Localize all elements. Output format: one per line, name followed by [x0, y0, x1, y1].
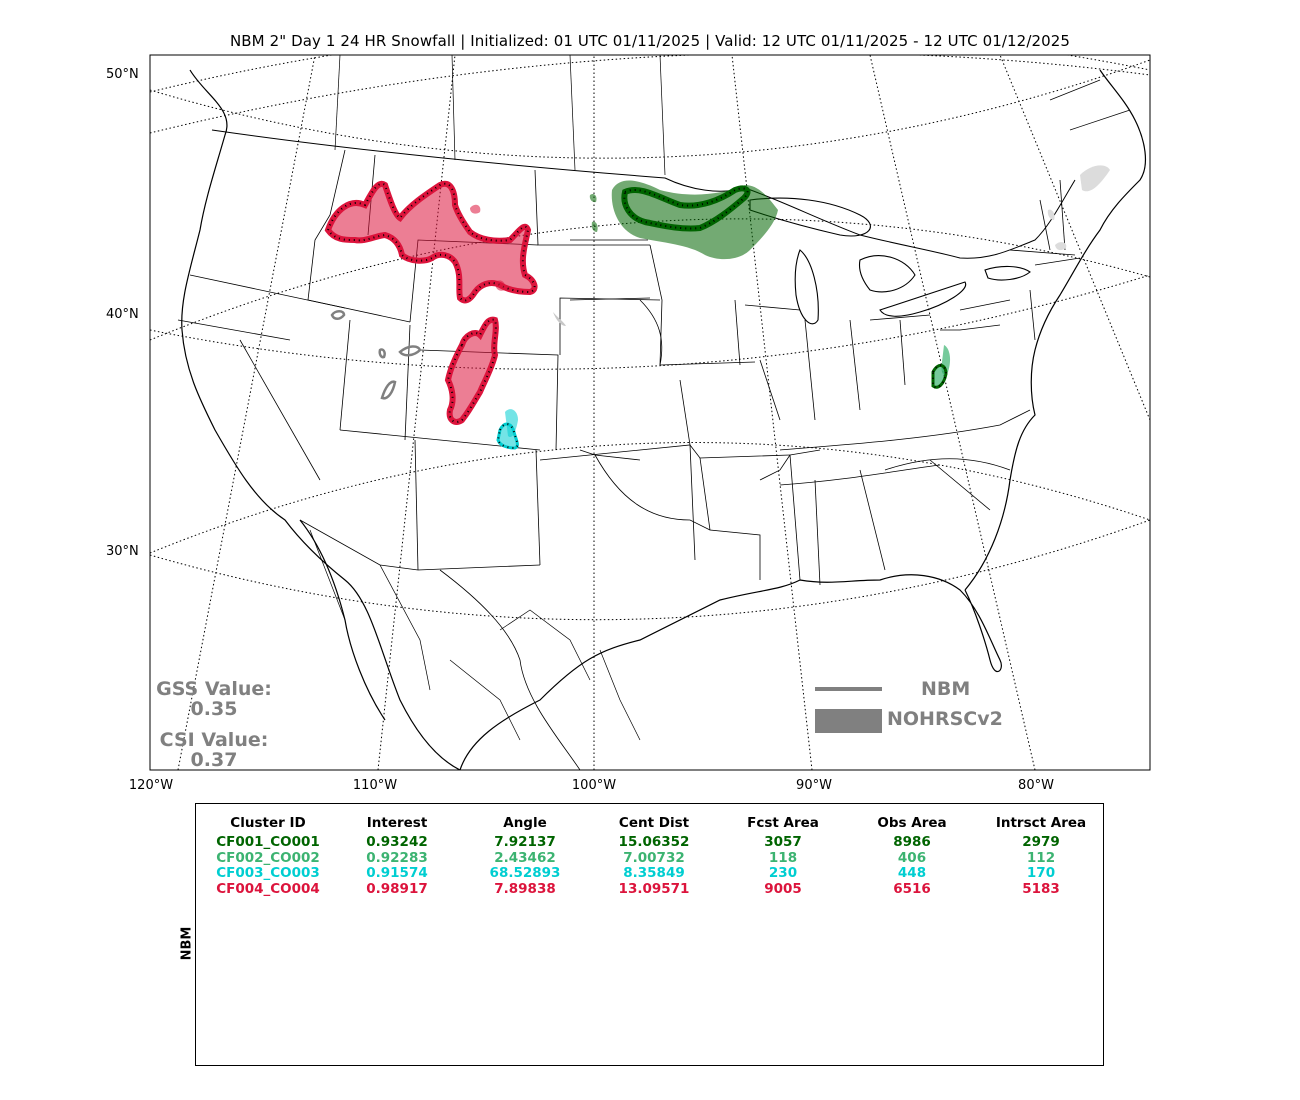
map-frame	[149, 54, 1151, 771]
cluster-table	[195, 803, 1104, 1066]
table-ylabel: NBM	[179, 926, 195, 961]
header-fcst-area: Fcst Area	[747, 815, 819, 831]
lon-label-120: 120°W	[128, 778, 174, 793]
row-4-interest: 0.98917	[366, 880, 428, 897]
row-1-intrsct-area: 2979	[1022, 834, 1060, 850]
lon-label-80: 80°W	[1018, 778, 1054, 793]
coastline	[181, 69, 1146, 770]
row-2-fcst-area: 118	[768, 849, 798, 866]
row-3-angle: 68.52893	[489, 865, 561, 881]
lon-label-100: 100°W	[571, 778, 617, 793]
header-angle: Angle	[503, 815, 547, 831]
row-3-cluster-id: CF003_CO003	[216, 865, 320, 881]
cluster-cf002	[931, 345, 951, 389]
row-2-cent-dist: 7.00732	[623, 849, 685, 866]
cluster-cf001	[589, 180, 778, 260]
csi-value: 0.37	[190, 749, 238, 771]
lat-label-40: 40°N	[106, 307, 139, 322]
row-3-intrsct-area: 170	[1026, 865, 1056, 881]
row-3-cent-dist: 8.35849	[623, 865, 685, 881]
gss-value: 0.35	[190, 698, 238, 720]
lon-label-90: 90°W	[796, 778, 832, 793]
row-4-fcst-area: 9005	[764, 880, 802, 897]
row-4-intrsct-area: 5183	[1022, 880, 1060, 897]
row-1-cent-dist: 15.06352	[618, 834, 690, 850]
csi-label: CSI Value:	[159, 729, 269, 751]
border	[211, 129, 1076, 259]
header-obs-area: Obs Area	[877, 815, 947, 831]
row-2-cluster-id: CF002_CO002	[216, 849, 320, 866]
row-3-fcst-area: 230	[768, 865, 798, 881]
mexico-lines	[309, 529, 641, 741]
row-2-intrsct-area: 112	[1026, 849, 1056, 866]
row-2-interest: 0.92283	[366, 849, 428, 866]
row-4-cluster-id: CF004_CO004	[216, 880, 320, 897]
row-4-cent-dist: 13.09571	[618, 880, 690, 897]
row-4-obs-area: 6516	[893, 880, 931, 897]
gss-label: GSS Value:	[156, 678, 272, 700]
row-3-interest: 0.91574	[366, 865, 428, 881]
lat-label-50: 50°N	[106, 67, 139, 82]
header-interest: Interest	[366, 815, 428, 831]
row-2-obs-area: 406	[897, 849, 927, 866]
legend-observed-swatch	[815, 709, 882, 733]
lon-label-110: 110°W	[352, 778, 398, 793]
map-title: NBM 2" Day 1 24 HR Snowfall | Initialize…	[229, 32, 1071, 50]
great-lakes	[749, 197, 1031, 325]
row-1-obs-area: 8986	[893, 834, 931, 850]
row-2-angle: 2.43462	[494, 849, 556, 866]
row-1-interest: 0.93242	[366, 834, 428, 850]
legend-observed-label: NOHRSCv2	[887, 708, 1003, 730]
graticule	[150, 55, 1150, 770]
row-4-angle: 7.89838	[494, 880, 556, 897]
row-3-obs-area: 448	[897, 865, 927, 881]
cluster-cf003	[496, 409, 519, 450]
header-intrsct-area: Intrsct Area	[995, 815, 1087, 831]
row-1-fcst-area: 3057	[764, 834, 802, 850]
state-lines	[177, 149, 1081, 770]
cluster-cf004	[324, 180, 538, 425]
unmatched-objects	[330, 165, 1110, 400]
lat-label-30: 30°N	[106, 544, 139, 559]
canada-lines	[334, 55, 1131, 176]
legend-forecast-label: NBM	[921, 678, 971, 700]
row-1-cluster-id: CF001_CO001	[216, 834, 320, 850]
header-cent-dist: Cent Dist	[618, 815, 690, 831]
legend	[815, 687, 882, 733]
row-1-angle: 7.92137	[494, 834, 556, 850]
header-cluster-id: Cluster ID	[230, 815, 306, 831]
